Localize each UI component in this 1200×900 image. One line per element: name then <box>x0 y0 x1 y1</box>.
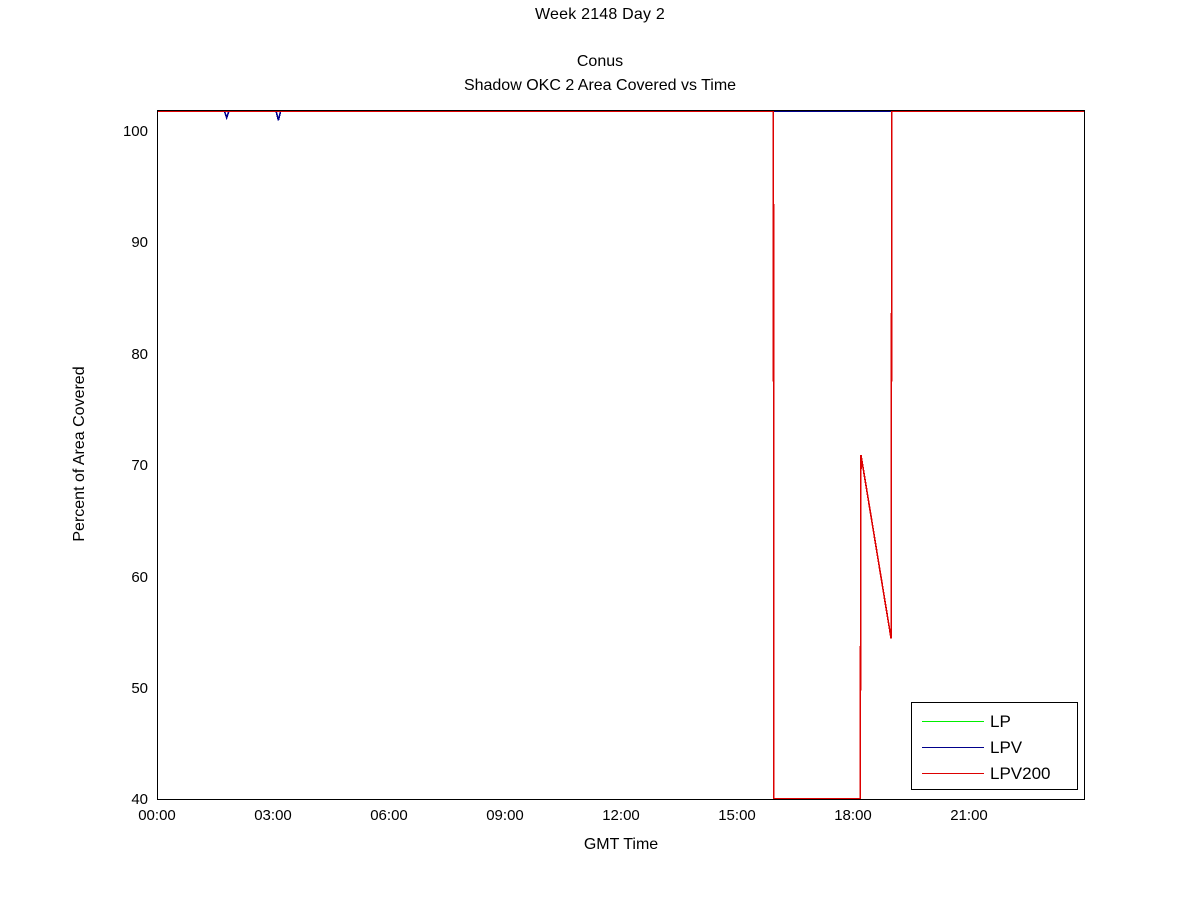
data-series-svg <box>158 111 1084 799</box>
legend-row-lpv200[interactable]: LPV200 <box>912 761 1077 787</box>
x-ticklabel-2100: 21:00 <box>950 807 988 824</box>
legend-label-lp: LP <box>990 712 1011 731</box>
y-axis-label: Percent of Area Covered <box>71 366 88 542</box>
y-ticklabel-40: 40 <box>131 791 148 808</box>
series-line-lpv200 <box>158 111 1084 799</box>
series-line-lpv <box>158 111 1084 121</box>
y-ticklabel-50: 50 <box>131 680 148 697</box>
y-ticklabel-60: 60 <box>131 569 148 586</box>
legend-row-lpv[interactable]: LPV <box>912 735 1077 761</box>
plot-clip <box>158 111 1084 799</box>
legend-label-lpv200: LPV200 <box>990 764 1051 783</box>
legend-label-lpv: LPV <box>990 738 1023 757</box>
legend[interactable]: LP LPV LPV200 <box>911 702 1078 790</box>
x-ticklabel-0900: 09:00 <box>486 807 524 824</box>
x-ticklabel-1200: 12:00 <box>602 807 640 824</box>
y-ticklabel-70: 70 <box>131 457 148 474</box>
x-axis-label: GMT Time <box>583 836 659 853</box>
legend-swatch-lpv <box>922 747 984 748</box>
x-ticklabel-1500: 15:00 <box>718 807 756 824</box>
x-ticklabel-0300: 03:00 <box>254 807 292 824</box>
x-ticklabel-0000: 00:00 <box>138 807 176 824</box>
x-ticklabel-0600: 06:00 <box>370 807 408 824</box>
chart-title-line-2: Shadow OKC 2 Area Covered vs Time <box>463 77 737 94</box>
legend-swatch-lpv200 <box>922 773 984 774</box>
chart-title: Conus Shadow OKC 2 Area Covered vs Time <box>0 50 1200 98</box>
x-ticklabel-1800: 18:00 <box>834 807 872 824</box>
figure-super-title: Week 2148 Day 2 <box>535 6 665 23</box>
plot-area <box>157 110 1085 800</box>
legend-swatch-lp <box>922 721 984 722</box>
y-ticklabel-100: 100 <box>122 123 148 140</box>
chart-title-line-1: Conus <box>576 53 624 70</box>
y-ticklabel-80: 80 <box>131 346 148 363</box>
legend-row-lp[interactable]: LP <box>912 709 1077 735</box>
y-ticklabel-90: 90 <box>131 234 148 251</box>
